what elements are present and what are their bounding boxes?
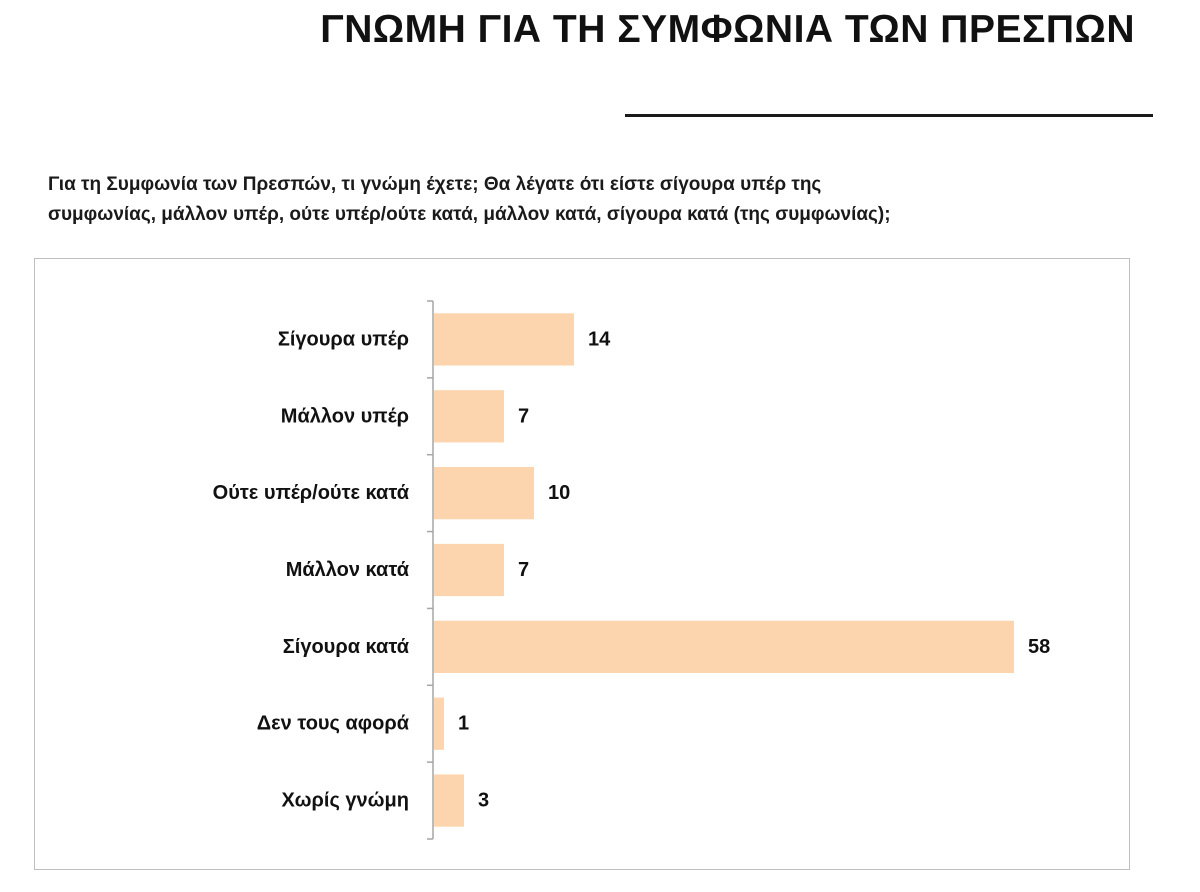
bar <box>434 774 464 827</box>
data-label: 10 <box>548 482 570 504</box>
bar <box>434 543 504 597</box>
category-label: Σίγουρα υπέρ <box>278 328 409 350</box>
category-label: Σίγουρα κατά <box>283 636 410 658</box>
chart-frame: Σίγουρα υπέρ 14 Μάλλον υπέρ 7 Ούτε υπέρ/ούτε… <box>34 258 1130 870</box>
data-label: 3 <box>478 790 489 812</box>
data-label: 7 <box>518 405 529 427</box>
data-label: 1 <box>458 713 469 735</box>
data-label: 14 <box>588 328 611 350</box>
survey-question: Για τη Συμφωνία των Πρεσπών, τι γνώμη έχ… <box>48 170 1128 230</box>
category-label: Δεν τους αφορά <box>257 713 410 735</box>
bar-chart: Σίγουρα υπέρ 14 Μάλλον υπέρ 7 Ούτε υπέρ/ούτε… <box>213 300 1050 840</box>
bar <box>434 467 534 520</box>
bar <box>434 313 574 366</box>
question-line-2: συμφωνίας, μάλλον υπέρ, ούτε υπέρ/ούτε κ… <box>48 204 891 225</box>
page-title: ΓΝΩΜΗ ΓΙΑ ΤΗ ΣΥΜΦΩΝΙΑ ΤΩΝ ΠΡΕΣΠΩΝ <box>320 8 1135 51</box>
category-label: Μάλλον κατά <box>286 559 410 581</box>
title-underline <box>625 114 1153 117</box>
category-label: Χωρίς γνώμη <box>282 790 409 812</box>
bar <box>434 390 504 443</box>
data-label: 58 <box>1028 636 1050 658</box>
category-label: Ούτε υπέρ/ούτε κατά <box>213 482 410 504</box>
bar <box>434 620 1014 673</box>
data-label: 7 <box>518 559 529 581</box>
category-label: Μάλλον υπέρ <box>281 405 409 427</box>
question-line-1: Για τη Συμφωνία των Πρεσπών, τι γνώμη έχ… <box>48 174 822 195</box>
bar <box>434 697 444 750</box>
